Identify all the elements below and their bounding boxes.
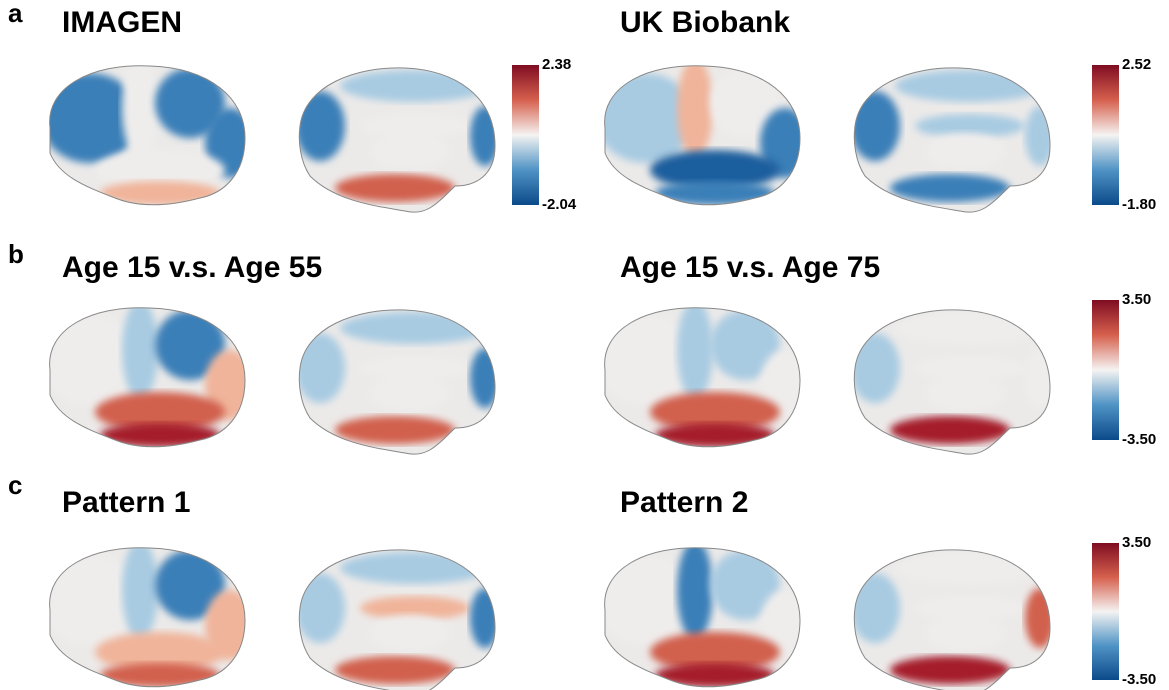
brain-region [850,91,900,161]
brain-region [470,106,500,166]
panel-title: Pattern 2 [620,486,748,519]
brain-region [925,375,1005,411]
panel-title: Pattern 1 [62,486,190,519]
colorbar-max: 2.52 [1122,56,1151,73]
brain-region [890,174,1010,202]
brain-surface [295,68,500,212]
colorbar-min: -3.50 [1122,671,1156,688]
figure: a IMAGEN UK Biobank 2.38 -2.04 2.52 -1.80 b Age … [0,0,1169,690]
colorbar [1092,543,1119,680]
brain-region [100,423,220,447]
brain-surface [40,540,255,687]
brain-region [677,58,713,158]
brain-region [295,91,345,161]
brain-surface [595,58,810,205]
brain-surface [40,58,255,205]
brain-region [470,588,500,648]
brain-region [655,423,775,447]
colorbar-min: -1.80 [1122,196,1156,213]
panel-label: b [8,239,24,269]
brain-region [122,540,158,640]
brain-surface [850,310,1055,454]
brain-region [295,573,345,643]
brain-region [1025,106,1055,166]
brain-region [370,375,450,411]
brain-region [850,573,900,643]
brain-region [895,70,1045,102]
brain-surface [295,550,500,690]
panel-label: a [8,0,23,28]
brain-region [1025,588,1055,648]
brain-region [100,663,220,687]
brain-region [295,333,345,403]
brain-surface [595,540,810,687]
brain-region [655,663,775,687]
brain-region [335,174,455,202]
brain-region [890,656,1010,684]
brain-region [370,615,450,651]
brain-region [335,416,455,444]
brain-region [335,656,455,684]
brain-surface [295,310,500,454]
brain-region [850,333,900,403]
brain-region [677,300,713,400]
brain-region [470,348,500,408]
colorbar-max: 3.50 [1122,534,1151,551]
colorbar-max: 2.38 [542,56,571,73]
colorbar [1092,300,1119,440]
brain-surface [40,300,255,447]
brain-region [100,181,220,205]
brain-region [655,181,775,205]
brain-region [370,133,450,169]
brain-surface [850,68,1055,212]
colorbar [512,65,539,205]
brain-surface [850,550,1055,690]
brain-region [122,58,158,158]
brain-region [340,312,490,344]
colorbar-max: 3.50 [1122,291,1151,308]
brain-region [895,552,1045,584]
brain-region [890,416,1010,444]
brain-region [340,552,490,584]
colorbar-min: -3.50 [1122,431,1156,448]
brain-region [925,615,1005,651]
panel-title: Age 15 v.s. Age 75 [620,251,880,284]
panel-title: IMAGEN [62,6,182,39]
colorbar-min: -2.04 [542,196,577,213]
brain-region [895,312,1045,344]
brain-region [677,540,713,640]
panel-label: c [8,470,22,500]
brain-region [1025,348,1055,408]
brain-region [925,133,1005,169]
brain-region [340,70,490,102]
panel-title: UK Biobank [620,6,790,39]
colorbar [1092,65,1119,205]
brain-region [122,300,158,400]
brain-surface [595,300,810,447]
panel-title: Age 15 v.s. Age 55 [62,251,322,284]
